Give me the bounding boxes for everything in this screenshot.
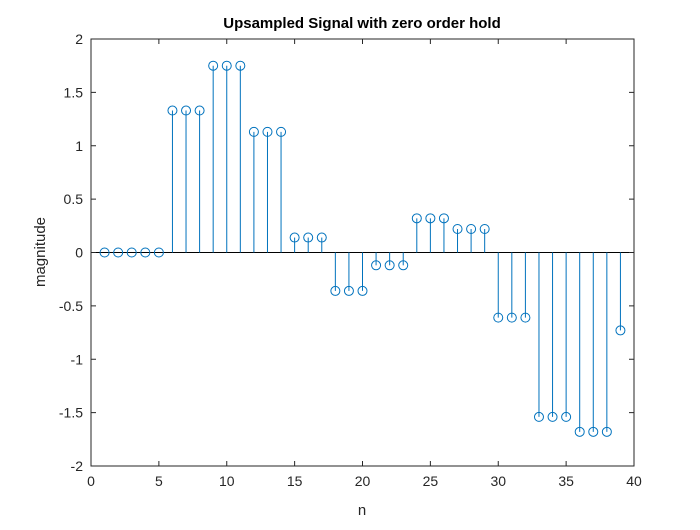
stem-marker bbox=[276, 126, 287, 137]
stem-marker bbox=[466, 224, 477, 235]
stem-marker bbox=[208, 60, 219, 71]
stem-marker bbox=[411, 213, 422, 224]
x-tick-label: 5 bbox=[155, 473, 163, 489]
y-tick-label: 0.5 bbox=[64, 191, 84, 207]
stem-marker bbox=[493, 312, 504, 323]
chart-title: Upsampled Signal with zero order hold bbox=[223, 15, 501, 32]
x-axis: 0 5 10 15 20 25 30 35 40 bbox=[87, 39, 642, 489]
stem-marker bbox=[99, 247, 110, 258]
stem-marker bbox=[343, 285, 354, 296]
stem-marker bbox=[506, 312, 517, 323]
stem-group bbox=[91, 65, 634, 432]
stem-marker bbox=[561, 411, 572, 422]
stem-marker bbox=[262, 126, 273, 137]
y-tick-label: -0.5 bbox=[59, 298, 83, 314]
stem-marker bbox=[438, 213, 449, 224]
stem-marker bbox=[520, 312, 531, 323]
stem-marker bbox=[316, 232, 327, 243]
x-tick-label: 30 bbox=[490, 473, 506, 489]
x-tick-label: 15 bbox=[287, 473, 303, 489]
x-tick-label: 20 bbox=[355, 473, 371, 489]
stem-marker bbox=[330, 285, 341, 296]
y-tick-label: -1.5 bbox=[59, 405, 83, 421]
stem-marker bbox=[601, 426, 612, 437]
stem-marker bbox=[153, 247, 164, 258]
stem-marker bbox=[425, 213, 436, 224]
x-tick-label: 0 bbox=[87, 473, 95, 489]
stem-marker bbox=[615, 325, 626, 336]
y-tick-label: -2 bbox=[71, 458, 84, 474]
y-tick-label: 1 bbox=[75, 138, 83, 154]
stem-marker bbox=[384, 260, 395, 271]
stem-marker bbox=[221, 60, 232, 71]
stem-marker bbox=[289, 232, 300, 243]
stem-marker bbox=[248, 126, 259, 137]
y-tick-label: 0 bbox=[75, 245, 83, 261]
x-tick-label: 35 bbox=[558, 473, 574, 489]
stem-marker bbox=[357, 285, 368, 296]
stem-marker bbox=[588, 426, 599, 437]
stem-marker bbox=[547, 411, 558, 422]
marker-group bbox=[99, 60, 626, 437]
stem-marker bbox=[574, 426, 585, 437]
y-tick-label: 1.5 bbox=[64, 84, 84, 100]
stem-marker bbox=[235, 60, 246, 71]
x-tick-label: 10 bbox=[219, 473, 235, 489]
y-axis-label: magnitude bbox=[32, 217, 49, 287]
stem-marker bbox=[167, 105, 178, 116]
x-tick-label: 40 bbox=[626, 473, 642, 489]
y-tick-label: 2 bbox=[75, 31, 83, 47]
x-tick-label: 25 bbox=[423, 473, 439, 489]
stem-marker bbox=[452, 224, 463, 235]
y-axis: -2 -1.5 -1 -0.5 0 0.5 1 1.5 2 bbox=[59, 31, 634, 474]
stem-marker bbox=[126, 247, 137, 258]
stem-marker bbox=[398, 260, 409, 271]
x-axis-label: n bbox=[358, 502, 366, 519]
stem-marker bbox=[194, 105, 205, 116]
stem-marker bbox=[113, 247, 124, 258]
y-tick-label: -1 bbox=[71, 351, 84, 367]
stem-marker bbox=[479, 224, 490, 235]
stem-marker bbox=[303, 232, 314, 243]
stem-marker bbox=[533, 411, 544, 422]
stem-marker bbox=[181, 105, 192, 116]
stem-marker bbox=[371, 260, 382, 271]
stem-marker bbox=[140, 247, 151, 258]
